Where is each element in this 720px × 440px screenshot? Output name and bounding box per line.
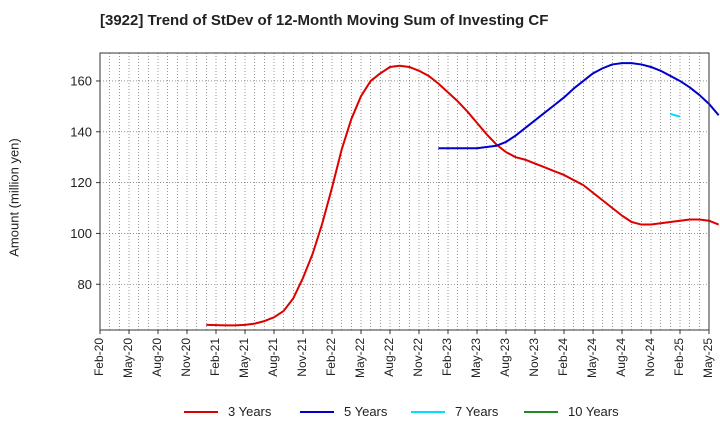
x-tick-label: Nov-23 [527, 338, 541, 377]
legend: 3 Years 5 Years 7 Years 10 Years [0, 404, 720, 426]
legend-swatch [300, 410, 334, 413]
series-lines [206, 62, 720, 327]
legend-swatch [411, 410, 445, 413]
y-tick-label: 120 [70, 175, 92, 190]
grid [99, 53, 710, 330]
legend-swatch [184, 410, 218, 413]
x-tick-label: May-23 [469, 338, 483, 378]
x-tick-label: May-21 [237, 338, 251, 378]
x-ticks: Feb-20 May-20 Aug-20 Nov-20 Feb-21 May-21 Aug-… [92, 330, 715, 378]
x-tick-label: May-22 [353, 338, 367, 378]
x-tick-label: Nov-20 [179, 338, 193, 377]
series-line-5-years [438, 62, 720, 150]
x-tick-label: Aug-21 [266, 338, 280, 377]
y-ticks: 80 100 120 140 160 [70, 73, 100, 292]
legend-label: 10 Years [568, 404, 619, 419]
legend-label: 7 Years [455, 404, 499, 419]
x-tick-label: Aug-24 [614, 338, 628, 377]
legend-item: 10 Years [524, 404, 619, 419]
x-tick-label: Feb-25 [672, 338, 686, 376]
legend-swatch [524, 410, 558, 413]
y-tick-label: 160 [70, 73, 92, 88]
x-tick-label: Feb-24 [556, 338, 570, 376]
x-tick-label: May-25 [701, 338, 715, 378]
chart-title: [3922] Trend of StDev of 12-Month Moving… [100, 12, 549, 29]
series-line-7-years [670, 113, 681, 118]
x-tick-label: Aug-22 [382, 338, 396, 377]
legend-item: 5 Years [300, 404, 387, 419]
x-tick-label: Aug-23 [498, 338, 512, 377]
x-tick-label: May-24 [585, 338, 599, 378]
x-tick-label: Nov-24 [643, 338, 657, 377]
x-tick-label: Feb-20 [92, 338, 106, 376]
x-tick-label: Nov-22 [411, 338, 425, 377]
x-tick-label: Feb-22 [324, 338, 338, 376]
x-tick-label: Feb-23 [440, 338, 454, 376]
x-tick-label: Feb-21 [208, 338, 222, 376]
series-line-3-years [206, 64, 720, 327]
legend-item: 3 Years [184, 404, 271, 419]
legend-label: 5 Years [344, 404, 388, 419]
legend-item: 7 Years [411, 404, 498, 419]
y-tick-label: 140 [70, 124, 92, 139]
plot-frame [99, 52, 710, 331]
legend-label: 3 Years [228, 404, 272, 419]
x-tick-label: Aug-20 [150, 338, 164, 377]
y-tick-label: 100 [70, 226, 92, 241]
y-tick-label: 80 [78, 277, 92, 292]
x-tick-label: Nov-21 [295, 338, 309, 377]
x-tick-label: May-20 [121, 338, 135, 378]
